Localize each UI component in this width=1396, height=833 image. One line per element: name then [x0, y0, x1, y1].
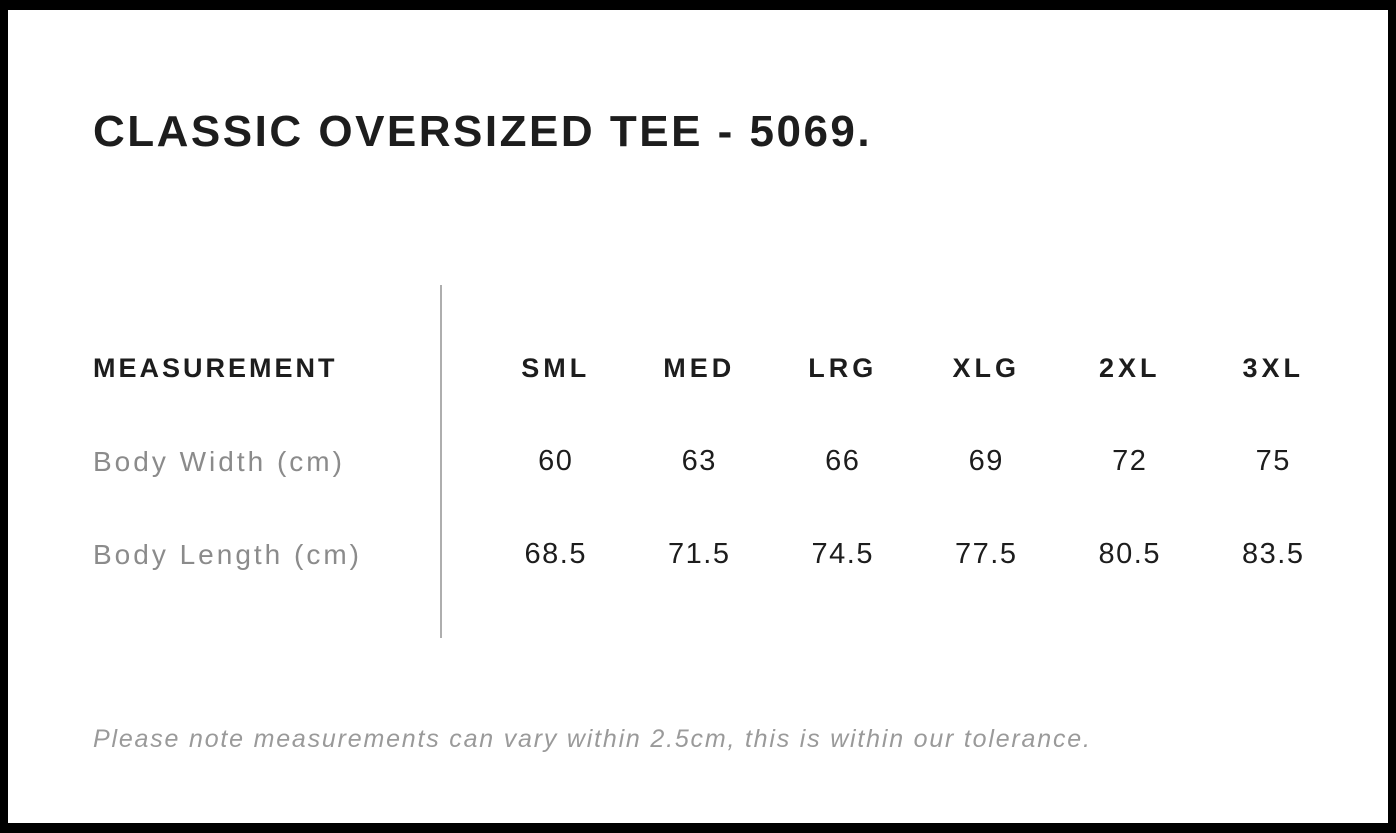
body-length-values: 68.5 71.5 74.5 77.5 80.5 83.5 — [440, 538, 1345, 571]
body-width-2xl: 72 — [1112, 445, 1148, 477]
body-width-xlg: 69 — [968, 445, 1004, 477]
body-length-med: 71.5 — [668, 538, 731, 570]
row-label-body-width: Body Width (cm) — [93, 445, 345, 477]
body-length-3xl: 83.5 — [1242, 538, 1305, 570]
table-row-body-length: Body Length (cm) 68.5 71.5 74.5 77.5 80.… — [93, 508, 1345, 601]
size-column-header-xlg: XLG — [952, 353, 1020, 383]
body-width-med: 63 — [681, 445, 717, 477]
body-length-sml: 68.5 — [524, 538, 587, 570]
size-column-header-lrg: LRG — [808, 353, 878, 383]
size-table: MEASUREMENT SML MED LRG XLG 2XL 3XL Body… — [93, 285, 1345, 638]
table-header-row: MEASUREMENT SML MED LRG XLG 2XL 3XL — [93, 322, 1345, 415]
body-length-2xl: 80.5 — [1098, 538, 1161, 570]
table-row-body-width: Body Width (cm) 60 63 66 69 72 75 — [93, 415, 1345, 508]
body-length-xlg: 77.5 — [955, 538, 1018, 570]
page-title: CLASSIC OVERSIZED TEE - 5069. — [93, 107, 873, 156]
body-width-values: 60 63 66 69 72 75 — [440, 445, 1345, 478]
body-length-lrg: 74.5 — [811, 538, 874, 570]
tolerance-note: Please note measurements can vary within… — [93, 725, 1092, 753]
size-header-cells: SML MED LRG XLG 2XL 3XL — [440, 353, 1345, 384]
row-label-body-length: Body Length (cm) — [93, 538, 362, 570]
body-width-lrg: 66 — [825, 445, 861, 477]
divider-line — [440, 285, 442, 638]
measurement-header: MEASUREMENT — [93, 353, 338, 383]
size-column-header-med: MED — [663, 353, 736, 383]
size-column-header-sml: SML — [521, 353, 591, 383]
size-column-header-2xl: 2XL — [1098, 353, 1161, 383]
body-width-3xl: 75 — [1255, 445, 1291, 477]
size-column-header-3xl: 3XL — [1242, 353, 1305, 383]
body-width-sml: 60 — [538, 445, 574, 477]
